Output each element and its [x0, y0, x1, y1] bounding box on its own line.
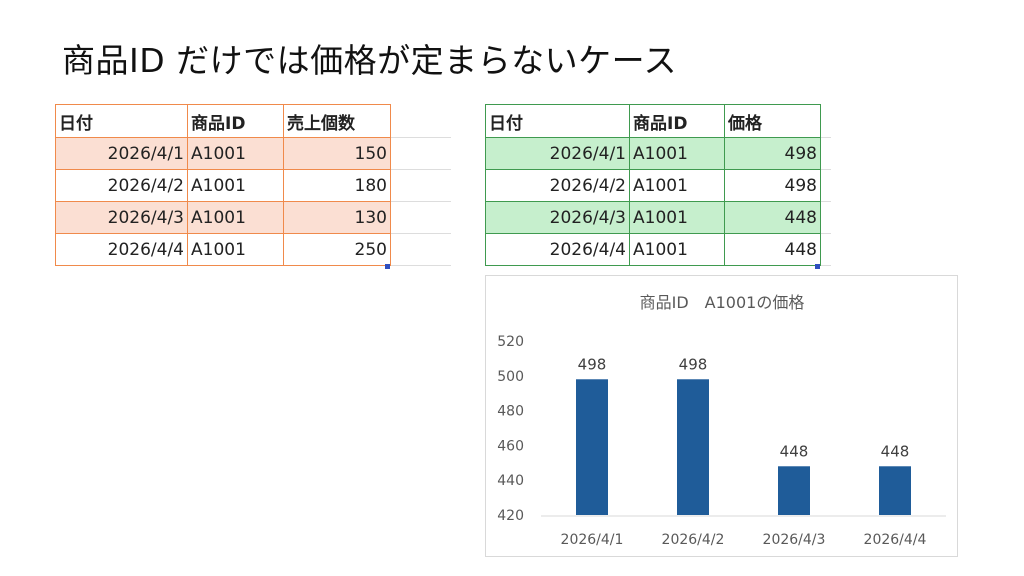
table-row: 2026/4/4 A1001 250: [55, 233, 451, 266]
data-label: 448: [881, 442, 910, 460]
empty-cell[interactable]: [820, 104, 831, 138]
header-date: 日付: [485, 104, 630, 138]
data-label: 448: [780, 442, 809, 460]
date-cell[interactable]: 2026/4/3: [55, 201, 188, 234]
x-tick-label: 2026/4/3: [763, 532, 826, 548]
x-tick-label: 2026/4/1: [561, 532, 624, 548]
date-cell[interactable]: 2026/4/2: [485, 169, 630, 202]
table-row: 2026/4/4 A1001 448: [485, 233, 831, 266]
x-tick-label: 2026/4/2: [662, 532, 725, 548]
product-id-cell[interactable]: A1001: [629, 201, 725, 234]
empty-cell[interactable]: [390, 137, 451, 170]
table-row: 2026/4/1 A1001 150: [55, 137, 451, 170]
empty-cell[interactable]: [820, 233, 831, 266]
price-chart[interactable]: 商品ID A1001の価格 420 440 460 480 500 520 498 2026/…: [485, 275, 958, 557]
product-id-cell[interactable]: A1001: [629, 137, 725, 170]
date-cell[interactable]: 2026/4/3: [485, 201, 630, 234]
empty-cell[interactable]: [390, 201, 451, 234]
chart-svg: 商品ID A1001の価格 420 440 460 480 500 520 498 2026/…: [497, 293, 946, 548]
header-product-id: 商品ID: [629, 104, 725, 138]
product-id-cell[interactable]: A1001: [629, 169, 725, 202]
price-cell[interactable]: 498: [724, 137, 821, 170]
chart-title: 商品ID A1001の価格: [640, 293, 805, 312]
table-row: 2026/4/3 A1001 130: [55, 201, 451, 234]
fill-handle[interactable]: [385, 264, 390, 269]
date-cell[interactable]: 2026/4/1: [55, 137, 188, 170]
data-label: 498: [679, 355, 708, 373]
y-tick-label: 500: [497, 369, 524, 385]
header-date: 日付: [55, 104, 188, 138]
y-tick-label: 480: [497, 404, 524, 420]
header-row: 日付 商品ID 価格: [485, 104, 831, 138]
fill-handle[interactable]: [815, 264, 820, 269]
empty-cell[interactable]: [390, 233, 451, 266]
slide-title: 商品ID だけでは価格が定まらないケース: [62, 41, 677, 80]
y-tick-label: 420: [497, 508, 524, 524]
y-tick-label: 460: [497, 438, 524, 454]
quantity-cell[interactable]: 250: [283, 233, 391, 266]
date-cell[interactable]: 2026/4/2: [55, 169, 188, 202]
table-row: 2026/4/2 A1001 180: [55, 169, 451, 202]
product-id-cell[interactable]: A1001: [187, 201, 284, 234]
price-table: 日付 商品ID 価格 2026/4/1 A1001 498 2026/4/2 A1001…: [485, 104, 831, 266]
date-cell[interactable]: 2026/4/4: [485, 233, 630, 266]
bar: [879, 466, 911, 515]
product-id-cell[interactable]: A1001: [187, 137, 284, 170]
empty-cell[interactable]: [390, 169, 451, 202]
price-cell[interactable]: 448: [724, 233, 821, 266]
bar: [677, 379, 709, 515]
data-label: 498: [578, 355, 607, 373]
date-cell[interactable]: 2026/4/4: [55, 233, 188, 266]
empty-cell[interactable]: [820, 137, 831, 170]
empty-cell[interactable]: [820, 201, 831, 234]
price-cell[interactable]: 448: [724, 201, 821, 234]
empty-cell[interactable]: [390, 104, 451, 138]
date-cell[interactable]: 2026/4/1: [485, 137, 630, 170]
product-id-cell[interactable]: A1001: [629, 233, 725, 266]
header-quantity: 売上個数: [283, 104, 391, 138]
x-tick-label: 2026/4/4: [864, 532, 927, 548]
empty-cell[interactable]: [820, 169, 831, 202]
header-product-id: 商品ID: [187, 104, 284, 138]
price-cell[interactable]: 498: [724, 169, 821, 202]
sales-table: 日付 商品ID 売上個数 2026/4/1 A1001 150 2026/4/2 A10…: [55, 104, 451, 266]
bar: [778, 466, 810, 515]
table-row: 2026/4/1 A1001 498: [485, 137, 831, 170]
quantity-cell[interactable]: 130: [283, 201, 391, 234]
y-tick-label: 440: [497, 473, 524, 489]
y-tick-label: 520: [497, 334, 524, 350]
quantity-cell[interactable]: 180: [283, 169, 391, 202]
quantity-cell[interactable]: 150: [283, 137, 391, 170]
header-row: 日付 商品ID 売上個数: [55, 104, 451, 138]
bar: [576, 379, 608, 515]
table-row: 2026/4/2 A1001 498: [485, 169, 831, 202]
header-price: 価格: [724, 104, 821, 138]
table-row: 2026/4/3 A1001 448: [485, 201, 831, 234]
product-id-cell[interactable]: A1001: [187, 233, 284, 266]
product-id-cell[interactable]: A1001: [187, 169, 284, 202]
